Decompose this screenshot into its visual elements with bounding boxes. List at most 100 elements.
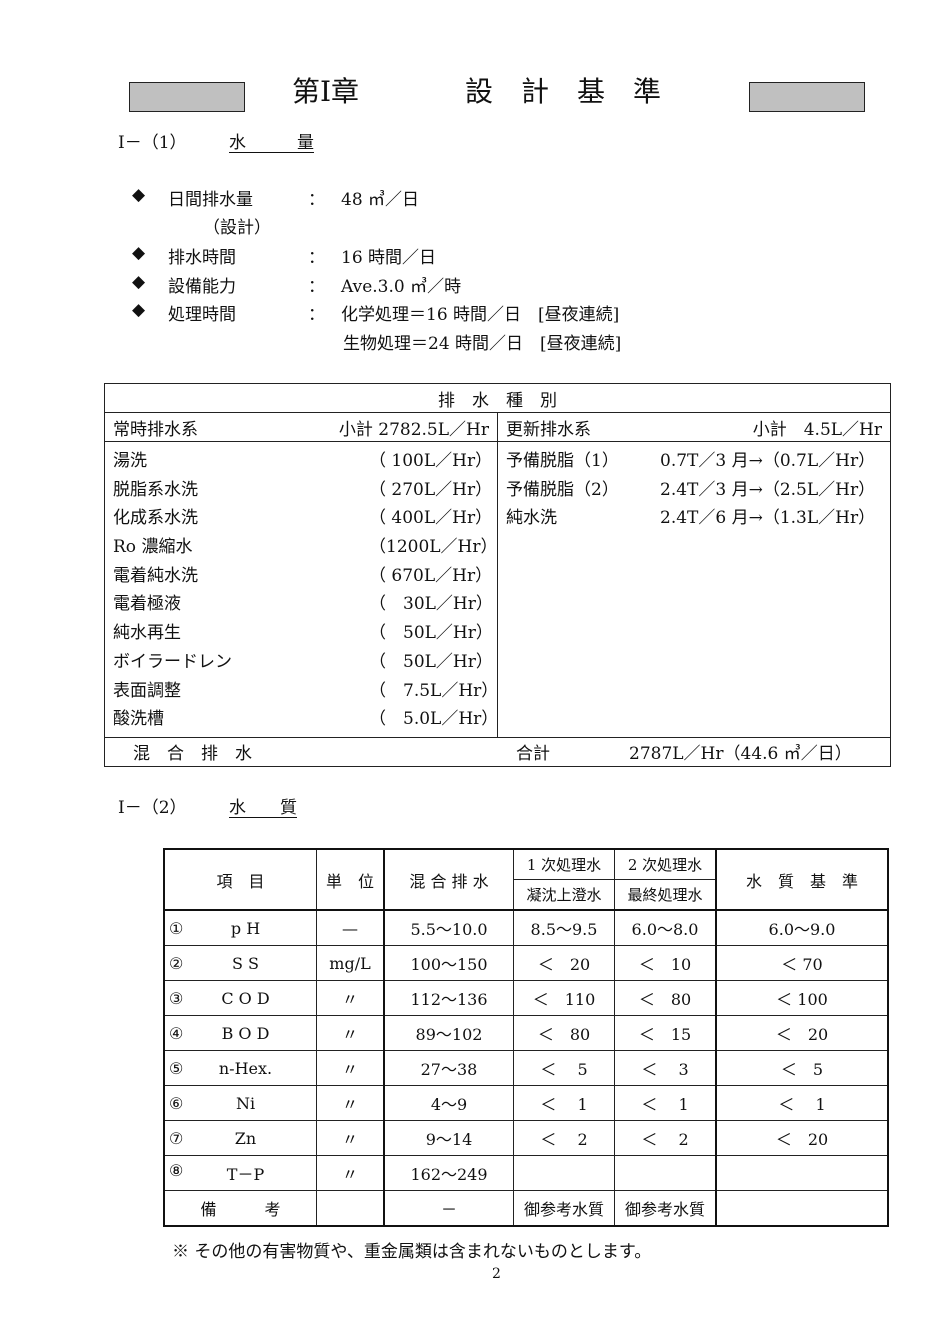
bullet-value: 48 ㎥／日 <box>341 190 420 210</box>
bullet-sub: （設計） <box>203 218 271 238</box>
water-quality-table: 項 目 単 位 混 合 排 水 1 次処理水 2 次処理水 水 質 基 準 凝沈… <box>163 848 889 1227</box>
list-item: 酸洗槽 （ 5.0L／Hr） <box>113 704 498 733</box>
row-mixed: 162～249 <box>383 1155 514 1191</box>
row-primary: ＜ 1 <box>513 1085 615 1121</box>
remark-primary: 御参考水質 <box>513 1190 615 1227</box>
row-mixed: 27～38 <box>383 1050 514 1086</box>
remark-secondary: 御参考水質 <box>614 1190 717 1227</box>
row-mixed: 112～136 <box>383 980 514 1016</box>
row-standard: 6.0～9.0 <box>715 909 889 946</box>
item-name: 電着純水洗 <box>113 565 198 586</box>
item-flow: 2.4T／3 月→（2.5L／Hr） <box>660 479 876 500</box>
row-standard: ＜ 100 <box>715 980 889 1016</box>
item-flow: （ 50L／Hr） <box>369 623 493 644</box>
row-secondary: ＜ 80 <box>614 980 717 1016</box>
item-flow: （ 30L／Hr） <box>369 594 493 615</box>
item-name: 純水洗 <box>506 508 557 529</box>
list-item: 化成系水洗 （ 400L／Hr） <box>113 503 493 532</box>
list-item: 純水洗 2.4T／6 月→（1.3L／Hr） <box>506 503 882 532</box>
header-standard: 水 質 基 準 <box>715 848 889 911</box>
chapter-label: 第Ⅰ章 <box>292 75 360 108</box>
table-row: ② S S mg/L 100～150 ＜ 20 ＜ 10 ＜ 70 <box>163 945 889 981</box>
header-primary-sub: 凝沈上澄水 <box>513 879 615 911</box>
row-primary: ＜ 2 <box>513 1120 615 1156</box>
decor-box-left <box>129 82 245 112</box>
row-secondary: ＜ 15 <box>614 1015 717 1051</box>
total-label: 合計 <box>516 744 550 765</box>
table-row: ⑤ n-Hex. 〃 27～38 ＜ 5 ＜ 3 ＜ 5 <box>163 1050 889 1086</box>
item-name: 純水再生 <box>113 623 181 644</box>
item-name: 湯洗 <box>113 451 147 471</box>
item-flow: （ 50L／Hr） <box>369 651 493 672</box>
bullet-label: 処理時間 <box>168 305 236 325</box>
list-item: 表面調整 （ 7.5L／Hr） <box>113 676 498 705</box>
left-subtotal: 小計 2782.5L／Hr <box>338 419 489 440</box>
page-title: 設 計 基 準 <box>465 75 662 108</box>
footnote: ※ その他の有害物質や、重金属類は含まれないものとします。 <box>172 1242 652 1262</box>
row-secondary: ＜ 1 <box>614 1085 717 1121</box>
item-flow: （1200L／Hr） <box>369 537 498 558</box>
bullet-label: 日間排水量 <box>168 190 253 210</box>
row-primary: ＜ 20 <box>513 945 615 981</box>
remark-label: 備 考 <box>163 1190 317 1227</box>
header-secondary-sub: 最終処理水 <box>614 879 717 911</box>
row-item: B O D <box>221 1023 270 1043</box>
item-name: 脱脂系水洗 <box>113 479 198 500</box>
row-unit: 〃 <box>316 980 385 1016</box>
colon: ： <box>308 277 325 297</box>
right-title: 更新排水系 <box>506 419 591 440</box>
row-number: ② <box>169 953 184 973</box>
table-row: ① p H —5.5～10.0 8.5～9.5 6.0～8.0 6.0～9.0 <box>163 909 889 946</box>
renewal-wastewater-list: 予備脱脂（1） 0.7T／3 月→（0.7L／Hr） 予備脱脂（2） 2.4T／3 月… <box>497 441 891 738</box>
item-flow: 0.7T／3 月→（0.7L／Hr） <box>660 451 876 471</box>
page-number: 2 <box>492 1266 501 1282</box>
colon: ： <box>308 305 325 325</box>
table-row: ⑧ T－P 〃 162～249 <box>163 1155 889 1191</box>
section-2-number: Ⅰ－（2） <box>118 798 187 818</box>
row-item: n-Hex. <box>218 1058 273 1078</box>
row-secondary: ＜ 2 <box>614 1120 717 1156</box>
row-unit: mg/L <box>316 945 385 981</box>
row-mixed: 89～102 <box>383 1015 514 1051</box>
row-secondary: ＜ 10 <box>614 945 717 981</box>
section-2-title: 水 質 <box>229 798 297 818</box>
row-number: ⑧ <box>169 1161 184 1180</box>
row-number: ③ <box>169 988 184 1008</box>
bullet-value: 化学処理＝16 時間／日 [昼夜連続] <box>341 305 620 325</box>
wastewater-type-table: 排 水 種 別 常時排水系 小計 2782.5L／Hr 更新排水系 小計 4.5L／… <box>104 383 891 767</box>
item-flow: （ 400L／Hr） <box>369 508 493 529</box>
row-secondary <box>614 1155 717 1191</box>
item-name: 電着極液 <box>113 594 181 615</box>
header-unit: 単 位 <box>316 848 385 911</box>
row-standard <box>715 1155 889 1191</box>
decor-box-right <box>749 82 865 112</box>
row-mixed: 9～14 <box>383 1120 514 1156</box>
row-primary <box>513 1155 615 1191</box>
item-name: 化成系水洗 <box>113 508 198 529</box>
row-mixed: 4～9 <box>383 1085 514 1121</box>
row-item: p H <box>230 918 261 938</box>
row-standard: ＜ 20 <box>715 1120 889 1156</box>
section-1-title: 水 量 <box>229 133 314 153</box>
bullet-value: 16 時間／日 <box>341 248 437 268</box>
regular-wastewater-list: 湯洗 （ 100L／Hr） 脱脂系水洗 （ 270L／Hr） 化成系水洗 （ 400L／H… <box>104 441 498 738</box>
table-row: ③ C O D 〃 112～136 ＜ 110 ＜ 80 ＜ 100 <box>163 980 889 1016</box>
row-secondary: ＜ 3 <box>614 1050 717 1086</box>
mixed-wastewater-label: 混 合 排 水 <box>133 744 252 765</box>
bullet-label: 設備能力 <box>168 277 236 297</box>
list-item: 予備脱脂（2） 2.4T／3 月→（2.5L／Hr） <box>506 475 882 504</box>
row-primary: 8.5～9.5 <box>513 909 615 946</box>
list-item: 予備脱脂（1） 0.7T／3 月→（0.7L／Hr） <box>506 446 882 475</box>
bullet-value-2: 生物処理＝24 時間／日 [昼夜連続] <box>343 334 622 354</box>
row-number: ① <box>169 918 184 938</box>
remark-mixed: － <box>383 1190 514 1227</box>
item-flow: （ 100L／Hr） <box>369 451 493 471</box>
item-flow: （ 270L／Hr） <box>369 479 493 500</box>
list-item: Ro 濃縮水 （1200L／Hr） <box>113 532 498 561</box>
row-standard: ＜ 20 <box>715 1015 889 1051</box>
list-item: 電着極液 （ 30L／Hr） <box>113 589 493 618</box>
row-item: C O D <box>221 988 270 1008</box>
item-name: Ro 濃縮水 <box>113 537 193 558</box>
item-name: 酸洗槽 <box>113 709 164 730</box>
row-number: ④ <box>169 1023 184 1043</box>
